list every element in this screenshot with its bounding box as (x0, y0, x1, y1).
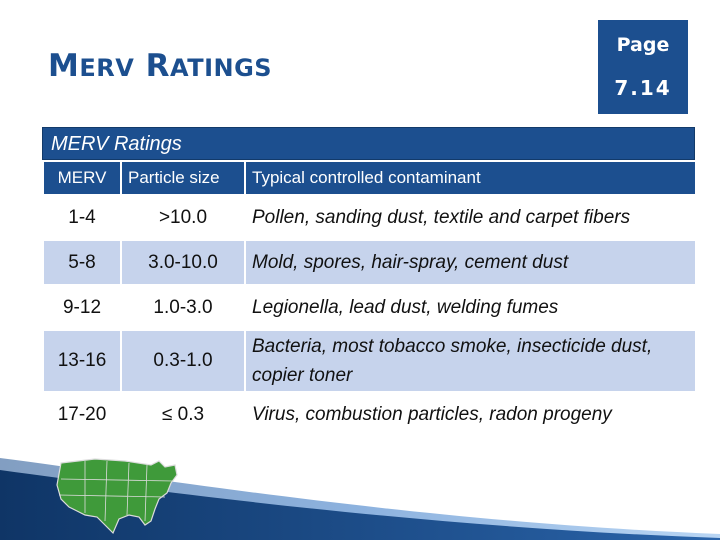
header-contaminant: Typical controlled contaminant (244, 160, 695, 195)
table-row: 1-4 >10.0 Pollen, sanding dust, textile … (42, 194, 695, 240)
merv-cell: 9-12 (42, 284, 121, 330)
merv-cell: 1-4 (42, 194, 121, 240)
particle-size-cell: 0.3-1.0 (120, 329, 245, 392)
table-row: 5-8 3.0-10.0 Mold, spores, hair-spray, c… (42, 239, 695, 285)
page-badge: Page 7.14 (598, 20, 688, 114)
merv-cell: 13-16 (42, 329, 121, 392)
table-row: 17-20 ≤ 0.3 Virus, combustion particles,… (42, 391, 695, 436)
table-header-row: MERV Particle size Typical controlled co… (42, 160, 695, 195)
footer-swoosh (0, 458, 720, 540)
table-row: 13-16 0.3-1.0 Bacteria, most tobacco smo… (42, 329, 695, 392)
table-caption: MERV Ratings (42, 127, 695, 160)
table-row: 9-12 1.0-3.0 Legionella, lead dust, weld… (42, 284, 695, 330)
slide-title: MERV RATINGS (48, 48, 273, 84)
particle-size-cell: 1.0-3.0 (120, 284, 245, 330)
page-number: 7.14 (614, 76, 672, 100)
us-map-icon (56, 458, 178, 535)
contaminant-cell: Legionella, lead dust, welding fumes (244, 284, 695, 330)
particle-size-cell: >10.0 (120, 194, 245, 240)
contaminant-cell: Bacteria, most tobacco smoke, insecticid… (244, 329, 695, 392)
particle-size-cell: ≤ 0.3 (120, 391, 245, 436)
contaminant-cell: Virus, combustion particles, radon proge… (244, 391, 695, 436)
merv-table: MERV Ratings MERV Particle size Typical … (42, 127, 695, 436)
merv-cell: 5-8 (42, 239, 121, 285)
merv-cell: 17-20 (42, 391, 121, 436)
contaminant-cell: Mold, spores, hair-spray, cement dust (244, 239, 695, 285)
particle-size-cell: 3.0-10.0 (120, 239, 245, 285)
header-merv: MERV (42, 160, 121, 195)
header-particle-size: Particle size (120, 160, 245, 195)
contaminant-cell: Pollen, sanding dust, textile and carpet… (244, 194, 695, 240)
page-label: Page (616, 34, 670, 56)
